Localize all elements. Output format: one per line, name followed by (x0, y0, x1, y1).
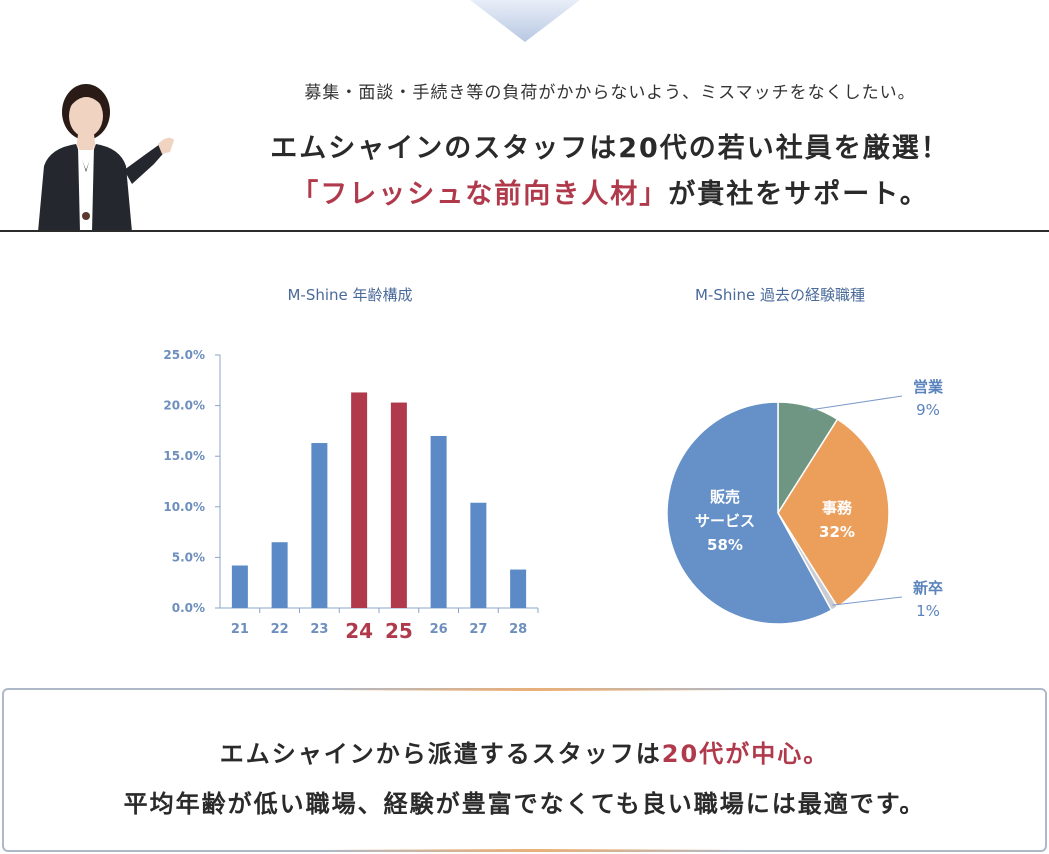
slice-value-jimu: 32% (819, 523, 855, 541)
summary-line-1: エムシャインから派遣するスタッフは20代が中心。 (4, 734, 1045, 769)
slice-label-shinsotsu: 新卒 (913, 579, 943, 597)
headline-line-2: 「フレッシュな前向き人材」が貴社をサポート。 (200, 172, 1020, 218)
y-tick-label: 25.0% (163, 348, 205, 362)
x-tick-label: 27 (469, 622, 487, 637)
age-bar-chart: 0.0% 5.0% 10.0% 15.0% 20.0% 25.0% 21 22 23 24 25 26… (163, 348, 539, 643)
summary-line-1-accent: 20代が中心。 (661, 740, 830, 768)
bar-age-22 (271, 542, 288, 608)
x-tick-label: 25 (385, 619, 413, 643)
summary-top-accent (324, 688, 744, 691)
headline-rest: が貴社をサポート。 (668, 179, 929, 210)
y-tick-label: 15.0% (163, 449, 205, 463)
bar-age-27 (470, 502, 487, 608)
x-tick-label: 28 (509, 622, 527, 637)
pie-slice-事務 (777, 418, 890, 608)
slice-value-shinsotsu: 1% (916, 602, 940, 620)
bar-age-24 (351, 392, 368, 608)
slice-label-jimu: 事務 (822, 499, 853, 517)
leader-line-eigyo (807, 395, 903, 411)
staff-woman-illustration (38, 84, 174, 232)
slice-label-hanbai-line1: 販売 (710, 488, 740, 506)
pie-chart-title: M-Shine 過去の経験職種 (694, 286, 866, 304)
bar-chart-title: M-Shine 年齢構成 (287, 286, 413, 304)
leader-line-shinsotsu (832, 596, 903, 606)
summary-box: エムシャインから派遣するスタッフは20代が中心。 平均年齢が低い職場、経験が豊富… (2, 688, 1047, 852)
x-tick-label: 22 (271, 622, 289, 637)
y-tick-label: 20.0% (163, 399, 205, 413)
summary-line-1-text: エムシャインから派遣するスタッフは (219, 740, 662, 768)
y-tick-label: 0.0% (172, 601, 205, 615)
headline: エムシャインのスタッフは20代の若い社員を厳選！ 「フレッシュな前向き人材」が貴… (200, 126, 1020, 218)
bar-age-21 (231, 565, 248, 608)
bar-age-28 (510, 569, 527, 608)
bar-age-23 (311, 443, 328, 608)
x-tick-label: 26 (430, 622, 448, 637)
headline-accent: 「フレッシュな前向き人材」 (291, 179, 669, 210)
header-divider (0, 230, 1049, 232)
summary-line-2: 平均年齢が低い職場、経験が豊富でなくても良い職場には最適です。 (123, 790, 926, 818)
slice-label-eigyo: 営業 (913, 378, 944, 396)
summary-bottom-accent (324, 849, 744, 852)
x-tick-label: 23 (310, 622, 328, 637)
slice-value-hanbai: 58% (707, 536, 743, 554)
slice-label-hanbai-line2: サービス (695, 512, 755, 530)
x-tick-label: 21 (231, 622, 249, 637)
pie-slice-販売 (666, 401, 833, 625)
y-tick-label: 10.0% (163, 500, 205, 514)
x-tick-label: 24 (345, 619, 373, 643)
headline-line-1: エムシャインのスタッフは20代の若い社員を厳選！ (270, 133, 950, 164)
header-subcopy: 募集・面談・手続き等の負荷がかからないよう、ミスマッチをなくしたい。 (304, 83, 916, 103)
bar-age-25 (390, 402, 407, 608)
down-arrow-icon (470, 0, 580, 42)
y-tick-label: 5.0% (172, 550, 205, 564)
slice-value-eigyo: 9% (916, 401, 940, 419)
bar-age-26 (430, 435, 447, 608)
header: 募集・面談・手続き等の負荷がかからないよう、ミスマッチをなくしたい。 エムシャイ… (0, 60, 1049, 232)
